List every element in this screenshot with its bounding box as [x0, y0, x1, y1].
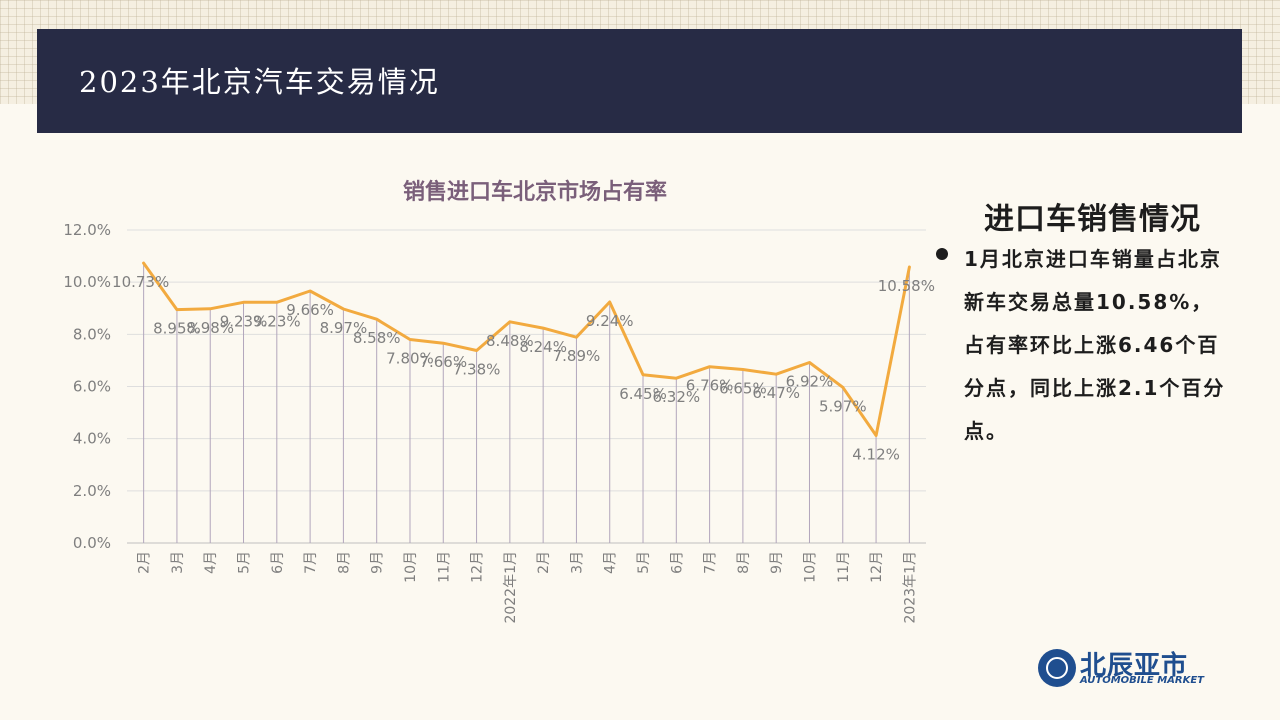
- y-tick-label: 10.0%: [63, 273, 111, 291]
- x-tick-label: 10月: [403, 551, 419, 583]
- x-tick-label: 7月: [303, 551, 319, 574]
- data-label: 8.48%: [486, 332, 534, 350]
- y-tick-label: 4.0%: [73, 430, 111, 448]
- x-tick-label: 5月: [237, 551, 253, 574]
- x-tick-label: 8月: [736, 551, 752, 574]
- data-label: 6.32%: [652, 388, 700, 406]
- data-label: 7.38%: [453, 361, 501, 379]
- data-label: 8.97%: [320, 319, 368, 337]
- x-tick-label: 4月: [203, 551, 219, 574]
- data-label: 9.66%: [286, 301, 334, 319]
- x-tick-label: 3月: [170, 551, 186, 574]
- data-label: 7.89%: [553, 347, 601, 365]
- y-tick-label: 8.0%: [73, 325, 111, 343]
- x-tick-label: 6月: [270, 551, 286, 574]
- data-label: 9.23%: [253, 312, 301, 330]
- x-tick-label: 9月: [370, 551, 386, 574]
- data-label: 8.24%: [519, 338, 567, 356]
- logo-name: 北辰亚市: [1080, 651, 1189, 681]
- x-tick-label: 2023年1月: [902, 551, 918, 624]
- x-tick-label: 3月: [569, 551, 585, 574]
- y-tick-label: 2.0%: [73, 482, 111, 500]
- data-label: 6.76%: [686, 377, 734, 395]
- logo-subtitle: AUTOMOBILE MARKET: [1080, 675, 1205, 686]
- x-tick-label: 10月: [802, 551, 818, 583]
- company-logo: 北辰亚市 AUTOMOBILE MARKET: [1036, 647, 1216, 691]
- bullet-icon: [936, 248, 948, 260]
- data-label: 8.95%: [153, 320, 201, 338]
- data-label: 9.23%: [220, 312, 268, 330]
- data-label: 7.66%: [419, 353, 467, 371]
- data-label: 6.92%: [786, 373, 834, 391]
- x-tick-label: 7月: [703, 551, 719, 574]
- x-tick-label: 4月: [603, 551, 619, 574]
- data-label: 8.58%: [353, 329, 401, 347]
- x-tick-label: 2022年1月: [503, 551, 519, 624]
- logo-globe-icon: [1038, 649, 1076, 687]
- x-tick-label: 5月: [636, 551, 652, 574]
- data-label: 7.80%: [386, 350, 434, 368]
- data-label: 5.97%: [819, 397, 867, 415]
- x-tick-label: 11月: [836, 551, 852, 583]
- series-line: [142, 261, 911, 437]
- y-tick-label: 12.0%: [63, 221, 111, 239]
- data-label: 10.73%: [112, 273, 169, 291]
- x-tick-label: 8月: [336, 551, 352, 574]
- side-panel-title: 进口车销售情况: [984, 202, 1201, 237]
- data-label: 6.65%: [719, 380, 767, 398]
- side-panel-text: 1月北京进口车销量占北京新车交易总量10.58%，占有率环比上涨6.46个百分点…: [964, 247, 1226, 443]
- data-label: 4.12%: [852, 446, 900, 464]
- x-tick-label: 11月: [436, 551, 452, 583]
- data-label: 9.24%: [586, 312, 634, 330]
- data-label: 8.98%: [186, 319, 234, 337]
- data-label: 10.58%: [878, 277, 935, 295]
- data-label: 6.45%: [619, 385, 667, 403]
- x-tick-label: 9月: [769, 551, 785, 574]
- y-tick-label: 6.0%: [73, 378, 111, 396]
- x-tick-label: 12月: [869, 551, 885, 583]
- x-tick-label: 12月: [470, 551, 486, 583]
- page-title: 2023年北京汽车交易情况: [79, 65, 440, 99]
- y-tick-label: 0.0%: [73, 534, 111, 552]
- x-tick-label: 6月: [669, 551, 685, 574]
- x-tick-label: 2月: [536, 551, 552, 574]
- chart-title: 销售进口车北京市场占有率: [402, 180, 667, 205]
- data-label: 6.47%: [752, 384, 800, 402]
- header-bar: 2023年北京汽车交易情况: [37, 29, 1242, 133]
- x-tick-label: 2月: [137, 551, 153, 574]
